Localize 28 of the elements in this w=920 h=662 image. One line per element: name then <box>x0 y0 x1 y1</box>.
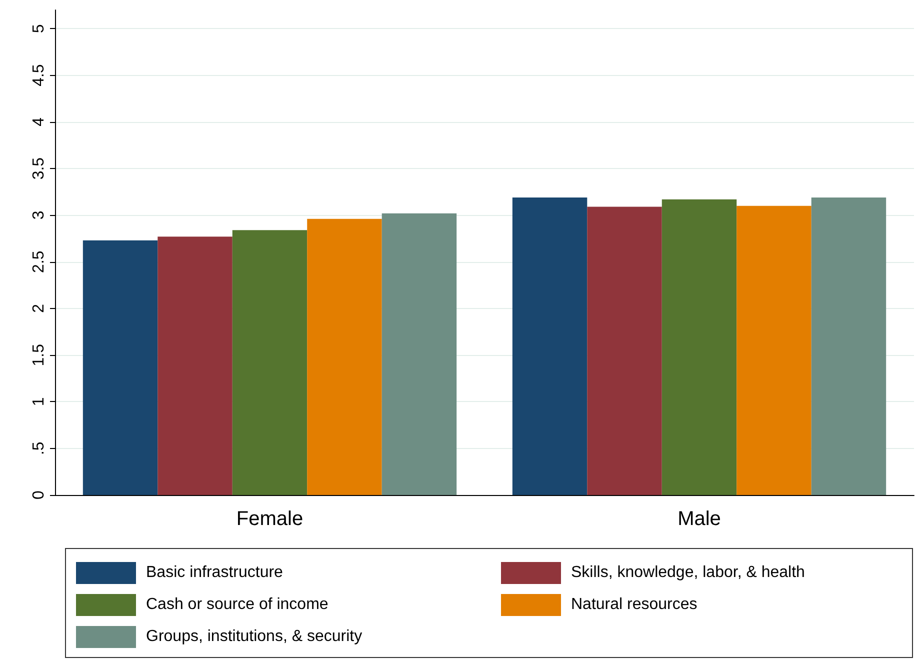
legend-label: Natural resources <box>571 596 698 614</box>
x-tick-label: Female <box>236 508 304 530</box>
y-tick-label: 3.5 <box>30 157 48 180</box>
bar <box>662 199 737 495</box>
y-tick-label: 2.5 <box>30 250 48 273</box>
bar <box>382 213 457 495</box>
y-tick-label: 2 <box>30 304 48 313</box>
legend-label: Skills, knowledge, labor, & health <box>571 564 805 582</box>
bar <box>307 218 382 495</box>
bar <box>82 240 158 495</box>
bar <box>736 206 812 495</box>
legend-label: Basic infrastructure <box>146 564 283 582</box>
bar <box>512 197 588 495</box>
y-tick-label: 5 <box>30 24 48 34</box>
bar <box>158 236 232 495</box>
y-tick-label: 3 <box>30 210 48 220</box>
y-tick-label: .5 <box>30 442 48 456</box>
legend-label: Groups, institutions, & security <box>146 628 362 646</box>
x-tick-label: Male <box>678 508 721 530</box>
y-tick-label: 0 <box>30 490 48 500</box>
bar <box>232 230 308 495</box>
y-tick-label: 4.5 <box>30 64 48 86</box>
bar <box>587 206 662 495</box>
y-tick-label: 1 <box>30 397 48 406</box>
y-tick-label: 4 <box>30 117 48 126</box>
y-tick-label: 1.5 <box>30 344 48 366</box>
bar <box>811 197 886 495</box>
legend-label: Cash or source of income <box>146 596 328 614</box>
